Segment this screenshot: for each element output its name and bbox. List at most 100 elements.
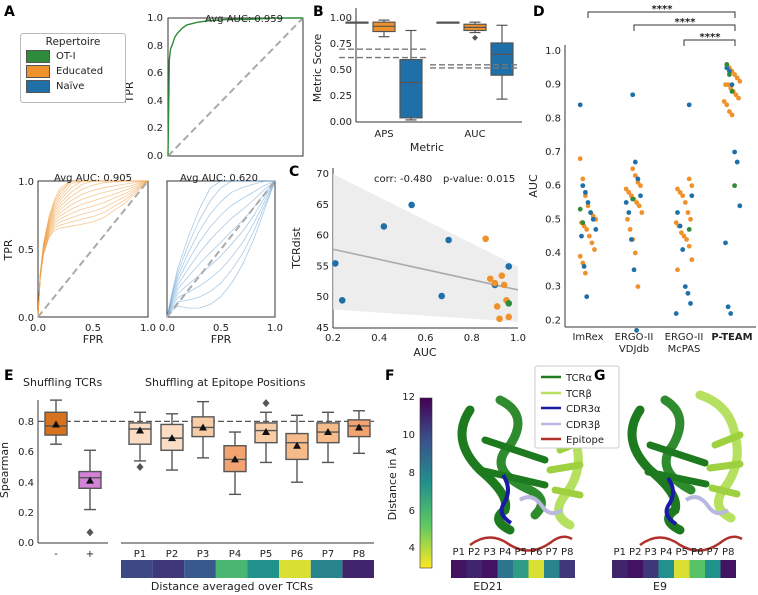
d-point-2-Educated-10 <box>679 230 684 236</box>
f-strip-cell-7 <box>544 560 560 578</box>
d-point-0-Nave-4 <box>588 210 593 215</box>
panel-c-pvalue: p-value: 0.015 <box>443 174 515 185</box>
roc-top-chance-line <box>167 17 304 157</box>
d-point-2-Educated-8 <box>673 220 679 226</box>
legend-swatch-ot1 <box>26 50 50 63</box>
d-point-2-Educated-2 <box>675 186 680 192</box>
e-box-plus-mean-marker <box>86 476 94 484</box>
panel-e-boxplot: 0.0 0.2 0.4 0.6 0.8 Spearman Shuffling T… <box>0 376 374 593</box>
f-strip-cell-2 <box>466 560 482 578</box>
a-left-variant-curve-13 <box>37 180 148 318</box>
d-point-3-OTI-0 <box>724 62 730 67</box>
g-strip-cell-6 <box>689 560 705 578</box>
d-point-1-Educated-14 <box>632 250 638 256</box>
d-point-3-Nave-0 <box>724 65 730 71</box>
roc-right-xtick-0: 0.0 <box>159 323 175 334</box>
f-strip-label-3: P3 <box>484 547 496 558</box>
panel-b-xtick-auc: AUC <box>464 129 485 140</box>
b-auc-nave-box <box>490 42 514 76</box>
d-point-3-Educated-14 <box>727 109 732 114</box>
g-strip-cell-4 <box>658 560 674 578</box>
g-cdr3b-loop <box>684 495 730 516</box>
d-point-2-Educated-7 <box>688 216 693 222</box>
panel-d-letter: D <box>533 4 545 20</box>
e-xtick-p3: P3 <box>197 549 209 560</box>
roc-top-ytick-4: 0.8 <box>147 41 163 52</box>
d-point-3-OTI-1 <box>727 72 732 77</box>
d-point-2-Nave-3 <box>677 223 683 229</box>
d-point-3-Educated-13 <box>724 102 730 108</box>
d-point-2-Educated-1 <box>689 183 695 189</box>
roc-left: Avg AUC: 0.905 0.0 0.5 1.0 0.0 0.5 1.0 F… <box>2 173 156 346</box>
colorbar-tick-4: 4 <box>409 543 415 554</box>
e-xtick-p6: P6 <box>291 549 303 560</box>
c-point-12 <box>500 281 508 289</box>
c-ytick-3: 60 <box>316 231 329 242</box>
g-strip-label-4: P4 <box>660 547 672 558</box>
panel-d-ylabel: AUC <box>527 174 540 198</box>
roc-left-title: Avg AUC: 0.905 <box>54 173 132 184</box>
cdr3b-loop <box>518 495 564 516</box>
d-point-0-Educated-9 <box>584 226 590 232</box>
roc-top-ylabel: TPR <box>123 81 136 103</box>
f-strip-cell-5 <box>513 560 529 578</box>
e-strip-cell-1 <box>121 560 153 578</box>
panel-f-letter: F <box>385 368 395 384</box>
e-box-p1-mean-marker <box>136 426 144 434</box>
c-xtick-4: 1.0 <box>510 333 526 344</box>
panel-e-ylabel: Spearman <box>0 442 11 498</box>
repertoire-legend: Repertoire OT-I Educated Naïve <box>20 33 126 103</box>
d-point-0-OTI-1 <box>580 220 586 226</box>
e-box-p3-mean-marker <box>199 423 207 431</box>
d-point-2-Educated-13 <box>686 243 692 249</box>
d-point-1-Educated-12 <box>627 226 633 232</box>
panel-c-xlabel: AUC <box>413 346 437 359</box>
d-point-3-Nave-2 <box>729 82 735 88</box>
c-point-0 <box>332 260 339 267</box>
roc-right-curves <box>166 180 276 318</box>
d-point-2-Educated-14 <box>689 257 695 263</box>
g-strip-label-7: P7 <box>707 547 719 558</box>
d-point-2-Educated-4 <box>680 193 686 199</box>
g-tcr-beta-strands <box>706 431 744 498</box>
panel-g-name: E9 <box>653 580 667 593</box>
g-strip-label-5: P5 <box>676 547 688 558</box>
panel-c-letter: C <box>289 164 299 180</box>
roc-right-chance-line <box>166 180 276 318</box>
d-point-1-Educated-1 <box>632 173 638 178</box>
b-aps-nave-box <box>399 58 423 119</box>
e-box-p4-mean-marker <box>231 455 239 463</box>
d-point-1-Educated-11 <box>625 216 630 222</box>
g-strip-cell-5 <box>674 560 690 578</box>
c-ytick-5: 70 <box>316 169 329 180</box>
e-box-minus-mean-marker <box>52 420 60 428</box>
roc-top-ytick-1: 0.2 <box>147 123 163 134</box>
e-strip-cell-2 <box>152 560 185 578</box>
g-strip-label-3: P3 <box>645 547 657 558</box>
sig-stars-imrex: **** <box>652 4 674 15</box>
c-point-16 <box>505 300 513 307</box>
d-point-1-Nave-7 <box>631 267 637 273</box>
e-box-p2-mean-marker <box>168 434 176 442</box>
legend-label-tcra: TCRα <box>565 373 592 384</box>
panel-b-xlabel: Metric <box>410 141 444 154</box>
tcr-alpha-strands <box>476 436 549 489</box>
c-point-14 <box>505 313 513 321</box>
d-point-0-Educated-11 <box>589 240 595 246</box>
d-point-1-Educated-5 <box>626 189 632 195</box>
a-right-variant-curve-9 <box>166 180 275 318</box>
roc-right-title: Avg AUC: 0.620 <box>180 173 258 184</box>
panel-e-ytick-4: 0.8 <box>18 417 34 428</box>
d-point-1-Nave-4 <box>623 200 629 205</box>
roc-right: Avg AUC: 0.620 0.0 0.5 1.0 FPR <box>159 173 283 346</box>
legend-label-ot1: OT-I <box>56 51 76 62</box>
c-ytick-2: 55 <box>316 261 329 272</box>
d-point-2-OTI-0 <box>686 226 692 232</box>
panel-b-ytick-3: 0.75 <box>330 39 352 50</box>
d-point-1-Educated-3 <box>638 183 643 189</box>
legend-row-naive: Naïve <box>26 80 125 93</box>
d-point-3-Educated-12 <box>721 99 727 104</box>
e-box-p5-outlier-0 <box>262 399 270 408</box>
roc-left-xtick-0: 0.0 <box>30 323 46 334</box>
d-point-3-Nave-3 <box>732 149 737 155</box>
